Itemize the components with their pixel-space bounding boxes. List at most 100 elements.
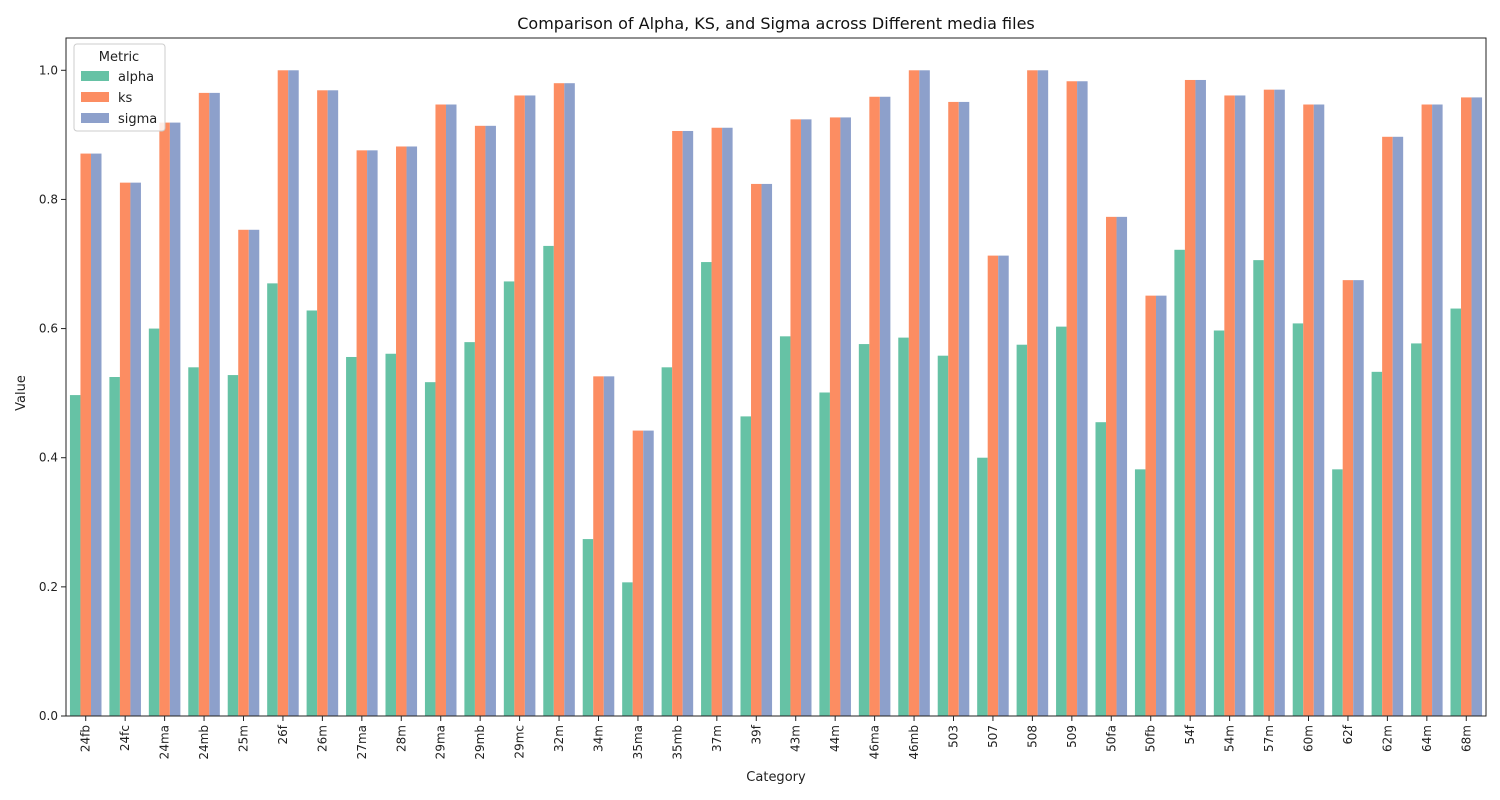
x-tick-label: 64m bbox=[1420, 725, 1434, 752]
x-tick-label: 509 bbox=[1065, 725, 1079, 748]
x-axis: 24fb 24fc 24ma 24mb 25m 26f 26m 27ma 28m 29ma 29mb… bbox=[79, 716, 1473, 760]
y-tick-label: 0.0 bbox=[39, 709, 58, 723]
bar-ks-503 bbox=[948, 101, 959, 717]
legend-label-alpha: alpha bbox=[118, 70, 154, 85]
bar-sigma-24mb bbox=[209, 92, 220, 716]
bar-sigma-503 bbox=[958, 101, 970, 717]
bar-alpha-26f bbox=[267, 283, 278, 716]
x-tick-label: 24mb bbox=[197, 725, 211, 760]
x-tick-label: 46ma bbox=[868, 725, 882, 759]
bar-alpha-32m bbox=[543, 245, 554, 717]
bar-alpha-46ma bbox=[858, 344, 870, 716]
bar-ks-50fa bbox=[1106, 216, 1117, 717]
bar-sigma-50fa bbox=[1116, 216, 1128, 717]
bar-alpha-35ma bbox=[622, 582, 633, 716]
bar-sigma-54f bbox=[1195, 79, 1206, 717]
bar-ks-46mb bbox=[908, 70, 920, 717]
bar-alpha-50fa bbox=[1095, 422, 1107, 716]
bar-alpha-25m bbox=[227, 375, 239, 716]
bar-alpha-26m bbox=[306, 310, 318, 716]
bar-alpha-24ma bbox=[148, 328, 160, 716]
bar-alpha-508 bbox=[1016, 344, 1028, 716]
bar-alpha-57m bbox=[1253, 260, 1264, 716]
bar-ks-62f bbox=[1342, 280, 1354, 716]
y-tick-label: 0.2 bbox=[39, 580, 58, 594]
bar-sigma-54m bbox=[1234, 95, 1246, 717]
bar-sigma-50fb bbox=[1155, 295, 1167, 716]
bar-alpha-44m bbox=[819, 392, 830, 716]
x-tick-label: 50fa bbox=[1104, 725, 1118, 752]
bar-ks-57m bbox=[1263, 89, 1275, 716]
bar-sigma-35mb bbox=[682, 130, 694, 717]
bar-ks-26m bbox=[317, 90, 328, 717]
legend-swatch-ks bbox=[81, 92, 109, 102]
bar-ks-46ma bbox=[869, 96, 880, 716]
bar-sigma-34m bbox=[603, 376, 615, 716]
chart-title: Comparison of Alpha, KS, and Sigma acros… bbox=[517, 14, 1035, 33]
legend-box bbox=[73, 43, 166, 132]
x-tick-label: 28m bbox=[394, 725, 408, 752]
x-tick-label: 35mb bbox=[670, 725, 684, 760]
y-axis: 0.0 0.2 0.4 0.6 0.8 1.0 bbox=[39, 63, 66, 723]
bar-ks-26f bbox=[277, 70, 289, 717]
bar-sigma-39f bbox=[761, 183, 773, 716]
x-tick-label: 62m bbox=[1380, 725, 1394, 752]
bar-alpha-60m bbox=[1292, 323, 1304, 716]
bar-alpha-27ma bbox=[346, 356, 357, 716]
bar-ks-54m bbox=[1224, 95, 1235, 717]
bar-alpha-24fb bbox=[69, 395, 81, 716]
x-tick-label: 34m bbox=[592, 725, 606, 752]
bar-alpha-507 bbox=[977, 457, 988, 716]
bar-sigma-57m bbox=[1274, 89, 1285, 716]
x-tick-label: 35ma bbox=[631, 725, 645, 759]
bar-alpha-68m bbox=[1450, 308, 1462, 716]
bar-sigma-64m bbox=[1432, 104, 1443, 716]
bar-sigma-25m bbox=[248, 229, 260, 716]
bar-sigma-27ma bbox=[367, 150, 378, 717]
bar-alpha-43m bbox=[779, 336, 791, 716]
x-tick-label: 503 bbox=[947, 725, 961, 748]
bar-sigma-28m bbox=[406, 146, 418, 717]
x-tick-label: 26f bbox=[276, 724, 290, 744]
bar-alpha-46mb bbox=[898, 337, 909, 716]
x-tick-label: 60m bbox=[1302, 725, 1316, 752]
bar-ks-29mc bbox=[514, 95, 525, 717]
y-tick-label: 1.0 bbox=[39, 63, 58, 77]
bar-alpha-54m bbox=[1213, 330, 1225, 716]
bar-alpha-39f bbox=[740, 416, 752, 716]
x-axis-title: Category bbox=[746, 770, 806, 785]
x-tick-label: 54f bbox=[1183, 724, 1197, 744]
bar-alpha-29mb bbox=[464, 342, 475, 716]
x-tick-label: 32m bbox=[552, 725, 566, 752]
bar-ks-24ma bbox=[159, 122, 170, 717]
bar-ks-24fb bbox=[80, 153, 91, 716]
bar-ks-508 bbox=[1027, 70, 1038, 717]
bar-ks-68m bbox=[1461, 97, 1472, 716]
bar-ks-32m bbox=[553, 83, 565, 716]
x-tick-label: 46mb bbox=[907, 725, 921, 760]
x-tick-label: 29ma bbox=[434, 725, 448, 759]
bar-alpha-24fc bbox=[109, 377, 120, 716]
bar-ks-39f bbox=[751, 183, 762, 716]
bar-sigma-509 bbox=[1077, 81, 1088, 716]
bar-ks-24fc bbox=[119, 182, 131, 716]
bar-sigma-60m bbox=[1313, 104, 1325, 716]
x-tick-label: 50fb bbox=[1144, 725, 1158, 752]
y-tick-label: 0.4 bbox=[39, 451, 58, 465]
x-tick-label: 37m bbox=[710, 725, 724, 752]
bar-sigma-32m bbox=[564, 83, 575, 716]
bar-sigma-24fc bbox=[130, 182, 141, 716]
bar-alpha-62f bbox=[1332, 469, 1343, 716]
bar-alpha-24mb bbox=[188, 367, 199, 716]
bar-sigma-29mc bbox=[524, 95, 536, 717]
legend-label-sigma: sigma bbox=[118, 112, 157, 127]
bar-sigma-44m bbox=[840, 117, 851, 717]
x-tick-label: 57m bbox=[1262, 725, 1276, 752]
x-tick-label: 68m bbox=[1459, 725, 1473, 752]
bar-alpha-29ma bbox=[424, 382, 436, 716]
x-tick-label: 54m bbox=[1223, 725, 1237, 752]
x-tick-label: 24fc bbox=[118, 725, 132, 751]
x-tick-label: 25m bbox=[237, 725, 251, 752]
bar-sigma-24fb bbox=[90, 153, 102, 716]
